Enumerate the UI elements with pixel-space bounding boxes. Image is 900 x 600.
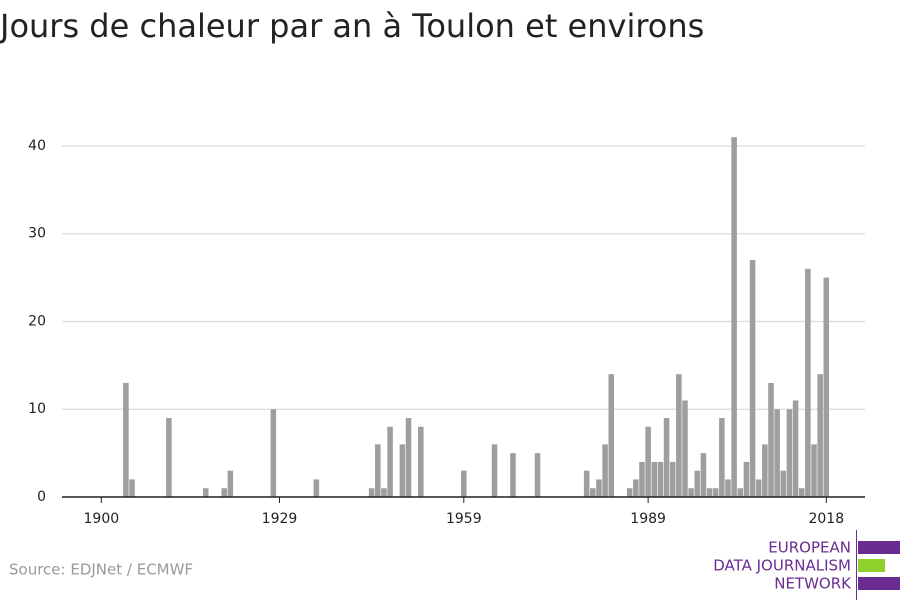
bar <box>682 400 688 497</box>
bar <box>227 470 234 497</box>
bar <box>700 453 707 497</box>
x-tick-label: 2018 <box>808 511 844 527</box>
x-tick-label: 1900 <box>84 511 120 527</box>
bar <box>780 470 787 497</box>
bar <box>381 488 387 497</box>
bar <box>743 461 750 497</box>
bar <box>368 488 375 497</box>
y-tick-label: 10 <box>28 401 46 417</box>
bar <box>387 426 393 497</box>
bar <box>768 382 774 497</box>
logo-bar <box>858 577 900 590</box>
chart-title: Jours de chaleur par an à Toulon et envi… <box>0 7 704 45</box>
bar <box>805 268 811 497</box>
bar <box>461 470 467 497</box>
y-tick-label: 30 <box>28 226 46 242</box>
bar <box>786 409 793 497</box>
x-tick-label: 1989 <box>630 511 666 527</box>
x-tick-label: 1959 <box>446 511 482 527</box>
logo-text: EUROPEAN <box>768 539 851 557</box>
bar <box>706 488 713 497</box>
bar <box>774 409 780 497</box>
bar <box>602 444 608 497</box>
bar <box>129 479 135 497</box>
bar <box>651 461 658 497</box>
bar <box>817 374 823 497</box>
bar <box>608 374 615 497</box>
source: Source: EDJNet / ECMWF <box>9 561 193 579</box>
bar <box>375 444 381 497</box>
bar <box>811 444 817 497</box>
bar <box>405 418 412 497</box>
bar <box>792 400 799 497</box>
bar <box>755 479 762 497</box>
bar <box>590 488 596 497</box>
y-tick-label: 40 <box>28 138 46 154</box>
bar <box>626 488 633 497</box>
logo: EUROPEAN DATA JOURNALISM NETWORK <box>713 530 900 600</box>
bar <box>712 488 719 497</box>
bar <box>798 488 805 497</box>
bar <box>645 426 651 497</box>
bar <box>688 488 694 497</box>
y-tick-label: 0 <box>37 489 46 505</box>
bar <box>731 137 737 497</box>
bar <box>123 382 129 497</box>
bar <box>749 260 756 497</box>
bar <box>694 470 701 497</box>
bar <box>596 479 602 497</box>
logo-text: DATA JOURNALISM <box>713 557 851 575</box>
x-tick-label: 1929 <box>262 511 298 527</box>
logo-bar <box>858 559 885 572</box>
bar <box>676 374 682 497</box>
bar <box>725 479 731 497</box>
bar <box>203 488 209 497</box>
bar <box>583 470 590 497</box>
bar <box>633 479 639 497</box>
bar <box>399 444 406 497</box>
bar <box>534 453 541 497</box>
bar <box>762 444 768 497</box>
bar <box>221 488 227 497</box>
bar <box>657 461 664 497</box>
y-tick-label: 20 <box>28 313 46 329</box>
bar <box>491 444 498 497</box>
bar <box>719 418 725 497</box>
bar <box>639 461 645 497</box>
logo-bar <box>858 541 900 554</box>
bar <box>737 488 744 497</box>
bar <box>166 418 172 497</box>
bar <box>313 479 320 497</box>
bar <box>510 453 516 497</box>
logo-text: NETWORK <box>774 575 852 593</box>
bar <box>270 409 277 497</box>
bar <box>418 426 424 497</box>
bar <box>669 461 676 497</box>
bar <box>663 418 670 497</box>
bar <box>823 277 830 497</box>
